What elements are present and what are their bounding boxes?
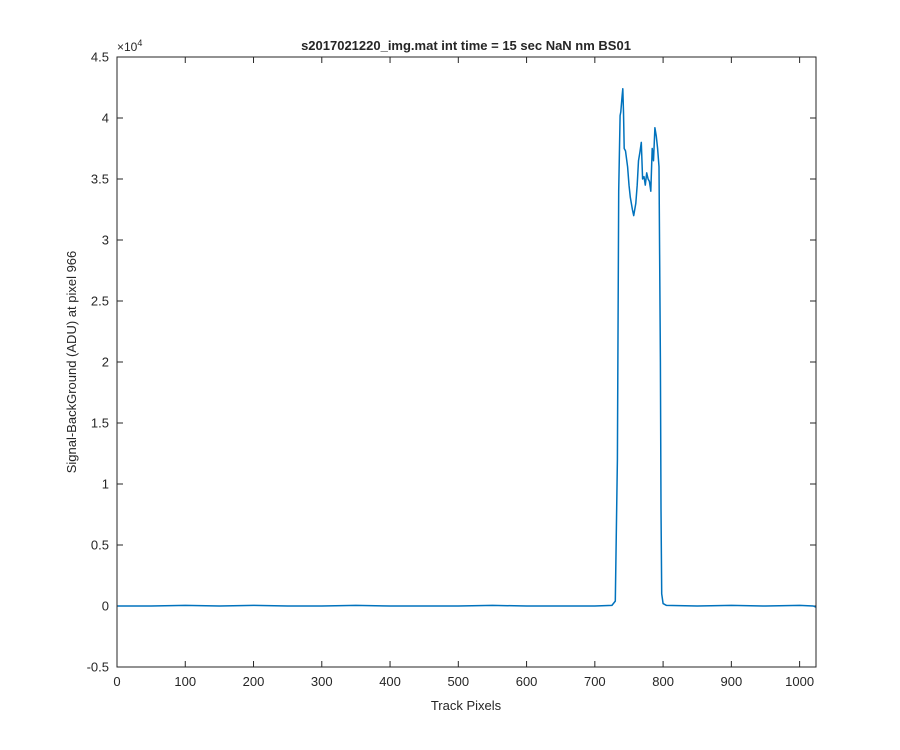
x-tick-label: 200 <box>243 674 265 689</box>
y-tick-label: -0.5 <box>87 660 109 675</box>
y-axis-label: Signal-BackGround (ADU) at pixel 966 <box>64 251 79 474</box>
y-tick-label: 2.5 <box>91 294 109 309</box>
series-layer <box>117 87 817 608</box>
y-tick-label: 0.5 <box>91 538 109 553</box>
plot-area <box>117 57 816 667</box>
y-tick-label: 3.5 <box>91 172 109 187</box>
x-tick-label: 500 <box>447 674 469 689</box>
x-tick-label: 100 <box>174 674 196 689</box>
y-tick-label: 2 <box>102 355 109 370</box>
y-tick-label: 1 <box>102 477 109 492</box>
x-axis-ticks: 0 100 200 300 400 500 600 700 800 900 1000 <box>113 57 814 689</box>
x-tick-label: 1000 <box>785 674 814 689</box>
series-line <box>117 87 817 608</box>
axes-box <box>116 56 817 668</box>
x-axis-label: Track Pixels <box>431 698 502 713</box>
x-tick-label: 600 <box>516 674 538 689</box>
y-exponent-power: 4 <box>137 38 142 48</box>
y-tick-label: 1.5 <box>91 416 109 431</box>
x-tick-label: 700 <box>584 674 606 689</box>
y-exponent-base: ×10 <box>117 40 138 54</box>
y-tick-label: 0 <box>102 599 109 614</box>
y-tick-label: 4 <box>102 111 109 126</box>
y-tick-label: 4.5 <box>91 50 109 65</box>
x-tick-label: 900 <box>721 674 743 689</box>
x-tick-label: 300 <box>311 674 333 689</box>
x-tick-label: 800 <box>652 674 674 689</box>
x-tick-label: 400 <box>379 674 401 689</box>
chart-title: s2017021220_img.mat int time = 15 sec Na… <box>301 38 631 53</box>
y-exponent-label: ×104 <box>117 38 142 54</box>
x-tick-label: 0 <box>113 674 120 689</box>
y-tick-label: 3 <box>102 233 109 248</box>
y-axis-ticks: -0.5 0 0.5 1 1.5 2 2.5 3 3.5 4 4.5 <box>87 50 816 675</box>
